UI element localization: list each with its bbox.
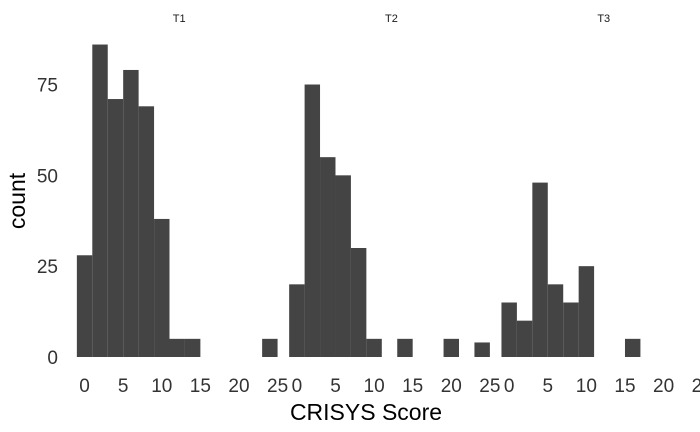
- x-tick-label: 0: [79, 376, 90, 397]
- histogram-bar: [107, 99, 124, 358]
- x-tick-label: 25: [267, 376, 288, 397]
- histogram-bar: [123, 69, 139, 357]
- y-axis-title: count: [4, 172, 30, 229]
- x-tick-label: 25: [692, 376, 700, 397]
- x-tick-label: 15: [402, 376, 423, 397]
- x-tick-label: 10: [364, 376, 385, 397]
- x-tick-label: 0: [504, 376, 515, 397]
- x-tick-label: 15: [614, 376, 635, 397]
- x-tick-label: 10: [576, 376, 597, 397]
- histogram-bar: [624, 338, 641, 357]
- x-tick-label: 0: [292, 376, 303, 397]
- histogram-bar: [289, 284, 305, 357]
- facet-panel-t2: T2 0 5 10 15 20 25: [289, 13, 500, 397]
- histogram-bar: [184, 338, 201, 357]
- histogram-bar: [532, 182, 548, 357]
- histogram-bar: [138, 106, 155, 357]
- x-axis-title: CRISYS Score: [290, 399, 442, 425]
- facet-panel-t3: T3 0 5 10 15 20 25: [501, 13, 700, 397]
- y-tick-label: 0: [47, 348, 58, 369]
- facet-title: T2: [385, 13, 398, 25]
- histogram-bar: [76, 255, 93, 357]
- histogram-bar: [262, 338, 278, 357]
- y-tick-label: 50: [37, 166, 58, 187]
- histogram-bar: [474, 342, 490, 357]
- facet-title: T3: [597, 13, 610, 25]
- y-tick-label: 75: [37, 76, 58, 97]
- facet-panel-t1: T1 0 5 10 15 20 25: [76, 13, 288, 397]
- histogram-bar: [335, 175, 351, 357]
- x-tick-label: 5: [330, 376, 341, 397]
- facet-panels: T1 0 5 10 15 20 25 T2 0 5 10 15 20 25 T3 0 5 10 15 20 25: [76, 13, 700, 397]
- histogram-bar: [350, 248, 367, 357]
- histogram-bar: [397, 338, 413, 357]
- x-tick-label: 5: [542, 376, 553, 397]
- x-tick-label: 20: [653, 376, 674, 397]
- x-tick-label: 20: [228, 376, 249, 397]
- histogram-bar: [516, 320, 533, 357]
- histogram-bar: [547, 284, 564, 357]
- x-tick-label: 25: [479, 376, 500, 397]
- histogram-bar: [501, 302, 517, 357]
- facet-title: T1: [173, 13, 186, 25]
- histogram-bar: [443, 338, 459, 357]
- histogram-bar: [154, 218, 170, 357]
- x-tick-label: 10: [151, 376, 172, 397]
- y-tick-label: 25: [37, 257, 58, 278]
- histogram-bar: [578, 266, 595, 357]
- x-tick-label: 15: [190, 376, 211, 397]
- histogram-bar: [92, 44, 108, 358]
- x-tick-label: 5: [118, 376, 129, 397]
- x-tick-label: 20: [441, 376, 462, 397]
- histogram-bar: [320, 157, 336, 357]
- histogram-bar: [563, 302, 579, 357]
- y-axis-ticks: 0 25 50 75: [37, 76, 58, 370]
- histogram-bar: [366, 338, 382, 357]
- histogram-bar: [304, 84, 321, 357]
- histogram-bar: [169, 338, 185, 357]
